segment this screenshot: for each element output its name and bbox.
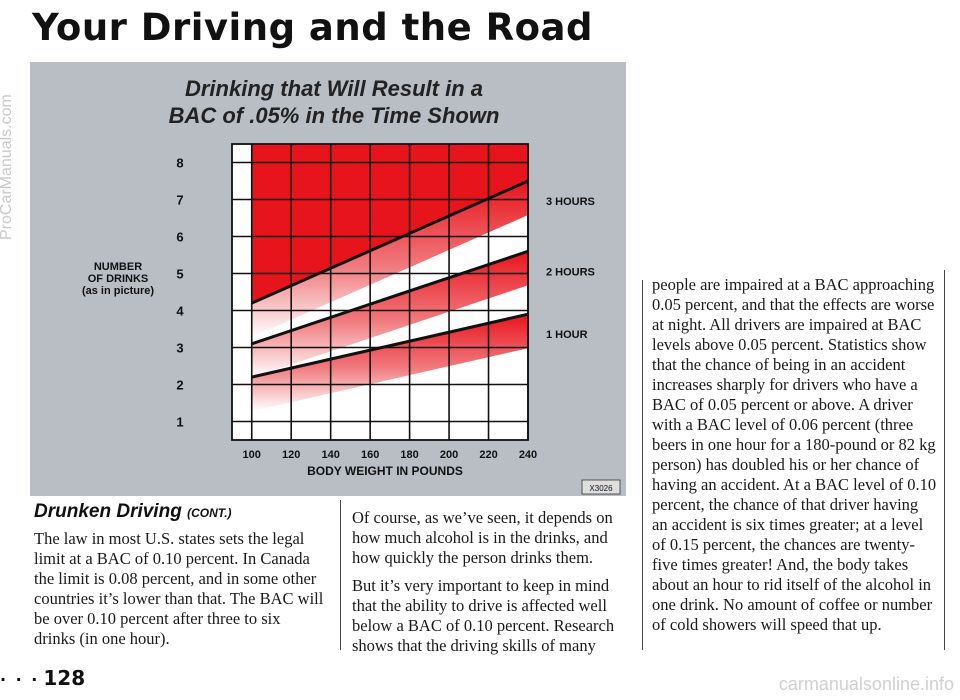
page-dots: · · · (0, 670, 40, 689)
x-axis-label: BODY WEIGHT IN POUNDS (307, 464, 463, 478)
column-1: Drunken Driving (CONT.) The law in most … (34, 496, 324, 657)
series-label: 2 HOURS (546, 266, 595, 278)
column-divider (642, 280, 643, 650)
y-tick-label: 7 (176, 193, 183, 208)
band-2-hours (251, 251, 528, 378)
x-tick-label: 160 (361, 449, 379, 461)
footer-watermark: carmanualsonline.info (778, 674, 954, 694)
y-tick-label: 8 (176, 156, 183, 171)
y-tick-label: 3 (176, 341, 183, 356)
subhead-text: Drunken Driving (34, 501, 182, 522)
page-number-text: 128 (43, 666, 86, 690)
x-tick-label: 240 (519, 449, 537, 461)
column-2: Of course, as we’ve seen, it depends on … (352, 508, 634, 664)
plot-margin-strip (232, 144, 252, 440)
bac-chart: Drinking that Will Result in a BAC of .0… (82, 76, 621, 495)
y-axis-label-line: NUMBER (94, 261, 142, 273)
series-label: 1 HOUR (546, 329, 588, 341)
y-tick-label: 1 (176, 415, 183, 430)
x-tick-label: 180 (400, 449, 418, 461)
side-watermark: ProCarManuals.com (0, 94, 15, 240)
band-3-hours (251, 181, 528, 338)
section-subhead: Drunken Driving (CONT.) (34, 502, 324, 523)
col1-paragraph: The law in most U.S. states sets the leg… (34, 529, 324, 648)
column-3: people are impaired at a BAC approaching… (652, 275, 937, 643)
y-axis-label-line: OF DRINKS (88, 273, 149, 285)
y-tick-label: 2 (176, 378, 183, 393)
column-divider (340, 500, 341, 650)
band-above-3-hours (251, 144, 528, 304)
page-header: Your Driving and the Road (32, 6, 593, 49)
chart-title: Drinking that Will Result in a (185, 76, 483, 101)
x-tick-label: 140 (321, 449, 339, 461)
col2-paragraph-1: Of course, as we’ve seen, it depends on … (352, 508, 613, 567)
figure-code: X3026 (589, 484, 613, 493)
series-line-1-hour (251, 312, 529, 379)
col2-paragraph-2: But it’s very important to keep in mind … (352, 576, 615, 655)
plot-border (231, 143, 529, 441)
y-tick-label: 4 (176, 304, 184, 319)
chart-panel: Drinking that Will Result in a BAC of .0… (30, 62, 626, 496)
x-tick-label: 100 (243, 449, 261, 461)
x-tick-label: 120 (282, 449, 300, 461)
series-line-2-hours (251, 249, 529, 346)
y-axis-label-line: (as in picture) (82, 285, 154, 297)
series-line-3-hours (251, 179, 529, 305)
y-tick-label: 5 (176, 267, 183, 282)
y-tick-label: 6 (176, 230, 183, 245)
band-1-hour (251, 314, 528, 412)
x-tick-label: 220 (479, 449, 497, 461)
chart-subtitle: BAC of .05% in the Time Shown (169, 103, 500, 128)
x-tick-label: 200 (440, 449, 458, 461)
series-label: 3 HOURS (546, 196, 595, 208)
subhead-cont: (CONT.) (187, 506, 232, 520)
right-margin-line (944, 270, 945, 650)
col3-paragraph: people are impaired at a BAC approaching… (652, 275, 937, 634)
page-number: · · · 128 (0, 666, 85, 690)
